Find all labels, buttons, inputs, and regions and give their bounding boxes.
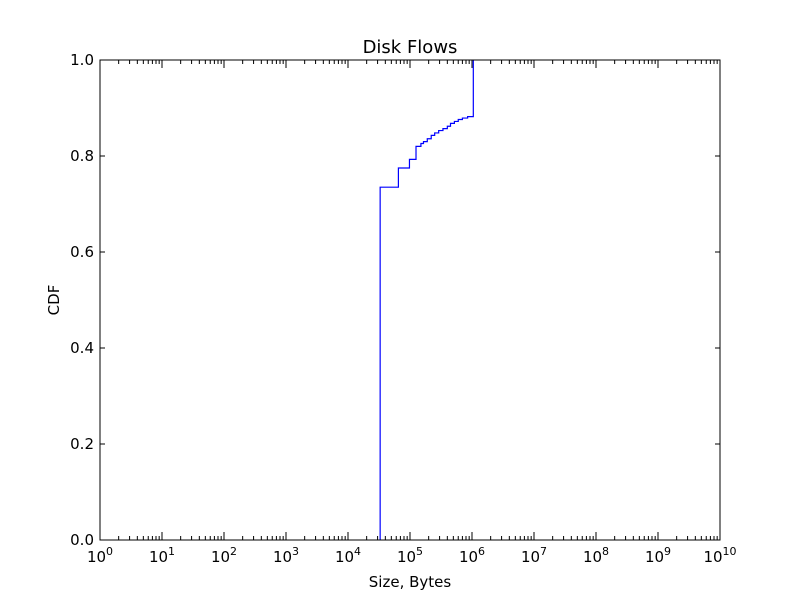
chart-title: Disk Flows xyxy=(363,37,458,58)
x-tick-label: 102 xyxy=(211,545,237,566)
y-axis-label: CDF xyxy=(45,285,63,316)
cdf-series-line xyxy=(379,60,474,540)
x-tick-label: 101 xyxy=(149,545,175,566)
x-tick-label: 104 xyxy=(335,545,361,566)
y-axis: 0.0 0.2 0.4 0.6 0.8 1.0 xyxy=(70,51,720,549)
x-tick-label: 105 xyxy=(397,545,423,566)
x-tick-label: 107 xyxy=(521,545,547,566)
x-tick-label: 109 xyxy=(645,545,671,566)
x-tick-label: 108 xyxy=(583,545,609,566)
x-tick-label: 100 xyxy=(87,545,113,566)
y-tick-label: 1.0 xyxy=(70,51,94,69)
plot-frame xyxy=(99,59,721,541)
x-axis-label: Size, Bytes xyxy=(369,573,452,591)
x-tick-label: 106 xyxy=(459,545,485,566)
y-tick-label: 0.2 xyxy=(70,435,94,453)
y-tick-label: 0.0 xyxy=(70,531,94,549)
x-tick-label: 1010 xyxy=(703,545,736,566)
plot-area xyxy=(100,60,720,540)
y-tick-label: 0.8 xyxy=(70,147,94,165)
y-tick-label: 0.6 xyxy=(70,243,94,261)
y-tick-label: 0.4 xyxy=(70,339,94,357)
x-tick-label: 103 xyxy=(273,545,299,566)
